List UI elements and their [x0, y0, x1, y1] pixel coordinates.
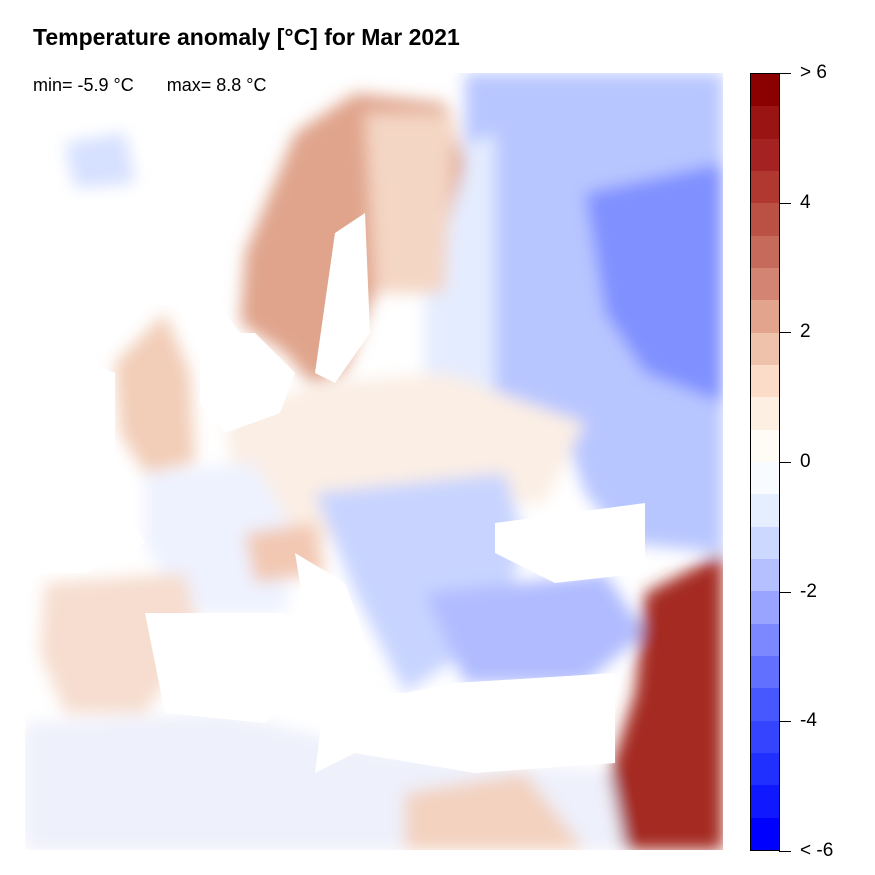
seas — [25, 183, 645, 773]
colorbar-bin — [751, 817, 779, 850]
colorbar-tick-label: -2 — [800, 580, 817, 602]
colorbar-bin — [751, 170, 779, 204]
max-value: max= 8.8 °C — [166, 75, 267, 95]
colorbar-bin — [751, 558, 779, 592]
region-east-deep — [585, 163, 723, 403]
region-middle-east-hot — [610, 553, 723, 850]
colorbar-tick — [779, 202, 791, 204]
region-turkey — [425, 573, 645, 683]
colorbar-bin — [751, 364, 779, 398]
colorbar-bin — [751, 591, 779, 624]
sea-adriatic — [295, 553, 370, 663]
anomaly-map — [25, 73, 723, 850]
colorbar-bin — [751, 461, 779, 495]
colorbar-bin — [751, 526, 779, 559]
colorbar-bin — [751, 720, 779, 753]
sea-mediterranean-east — [315, 673, 615, 773]
colorbar-tick-label: < -6 — [800, 840, 834, 861]
colorbar — [750, 73, 780, 851]
colorbar-tick — [779, 73, 791, 74]
colorbar-bin — [751, 655, 779, 689]
colorbar-bin — [751, 300, 779, 333]
sea-north-sea — [200, 333, 295, 433]
colorbar-bin — [751, 623, 779, 656]
colorbar-tick — [779, 462, 791, 463]
colorbar-tick-label: 4 — [800, 191, 811, 213]
colorbar-bin — [751, 688, 779, 721]
colorbar-tick — [779, 332, 791, 334]
stats: min= -5.9 °C max= 8.8 °C — [33, 75, 295, 96]
sea-baltic — [315, 213, 370, 383]
colorbar-bin — [751, 752, 779, 786]
colorbar-tick — [779, 851, 791, 852]
colorbar-tick-label: > 6 — [800, 62, 827, 83]
chart-title: Temperature anomaly [°C] for Mar 2021 — [33, 24, 460, 50]
colorbar-bin — [751, 785, 779, 818]
region-finland — [365, 113, 455, 293]
colorbar-bin — [751, 429, 779, 462]
colorbar-bin — [751, 106, 779, 139]
colorbar-tick-label: -4 — [800, 710, 817, 732]
colorbar-bin — [751, 397, 779, 430]
sea-mediterranean-west — [145, 613, 325, 723]
colorbar-tick-label: 0 — [800, 451, 811, 472]
min-value: min= -5.9 °C — [33, 75, 134, 95]
sea-black — [495, 503, 645, 583]
region-libya — [405, 773, 585, 850]
colorbar-bin — [751, 267, 779, 301]
sea-atlantic — [25, 333, 145, 573]
sea-north — [25, 183, 240, 393]
colorbar-bin — [751, 203, 779, 236]
colorbar-tick-label: 2 — [800, 321, 811, 343]
colorbar-tick — [779, 591, 791, 593]
colorbar-bin — [751, 74, 779, 107]
colorbar-bin — [751, 235, 779, 268]
colorbar-tick — [779, 721, 791, 723]
colorbar-bin — [751, 138, 779, 171]
colorbar-bin — [751, 494, 779, 527]
colorbar-bin — [751, 332, 779, 365]
region-britain — [115, 313, 195, 473]
region-iceland — [65, 133, 135, 188]
